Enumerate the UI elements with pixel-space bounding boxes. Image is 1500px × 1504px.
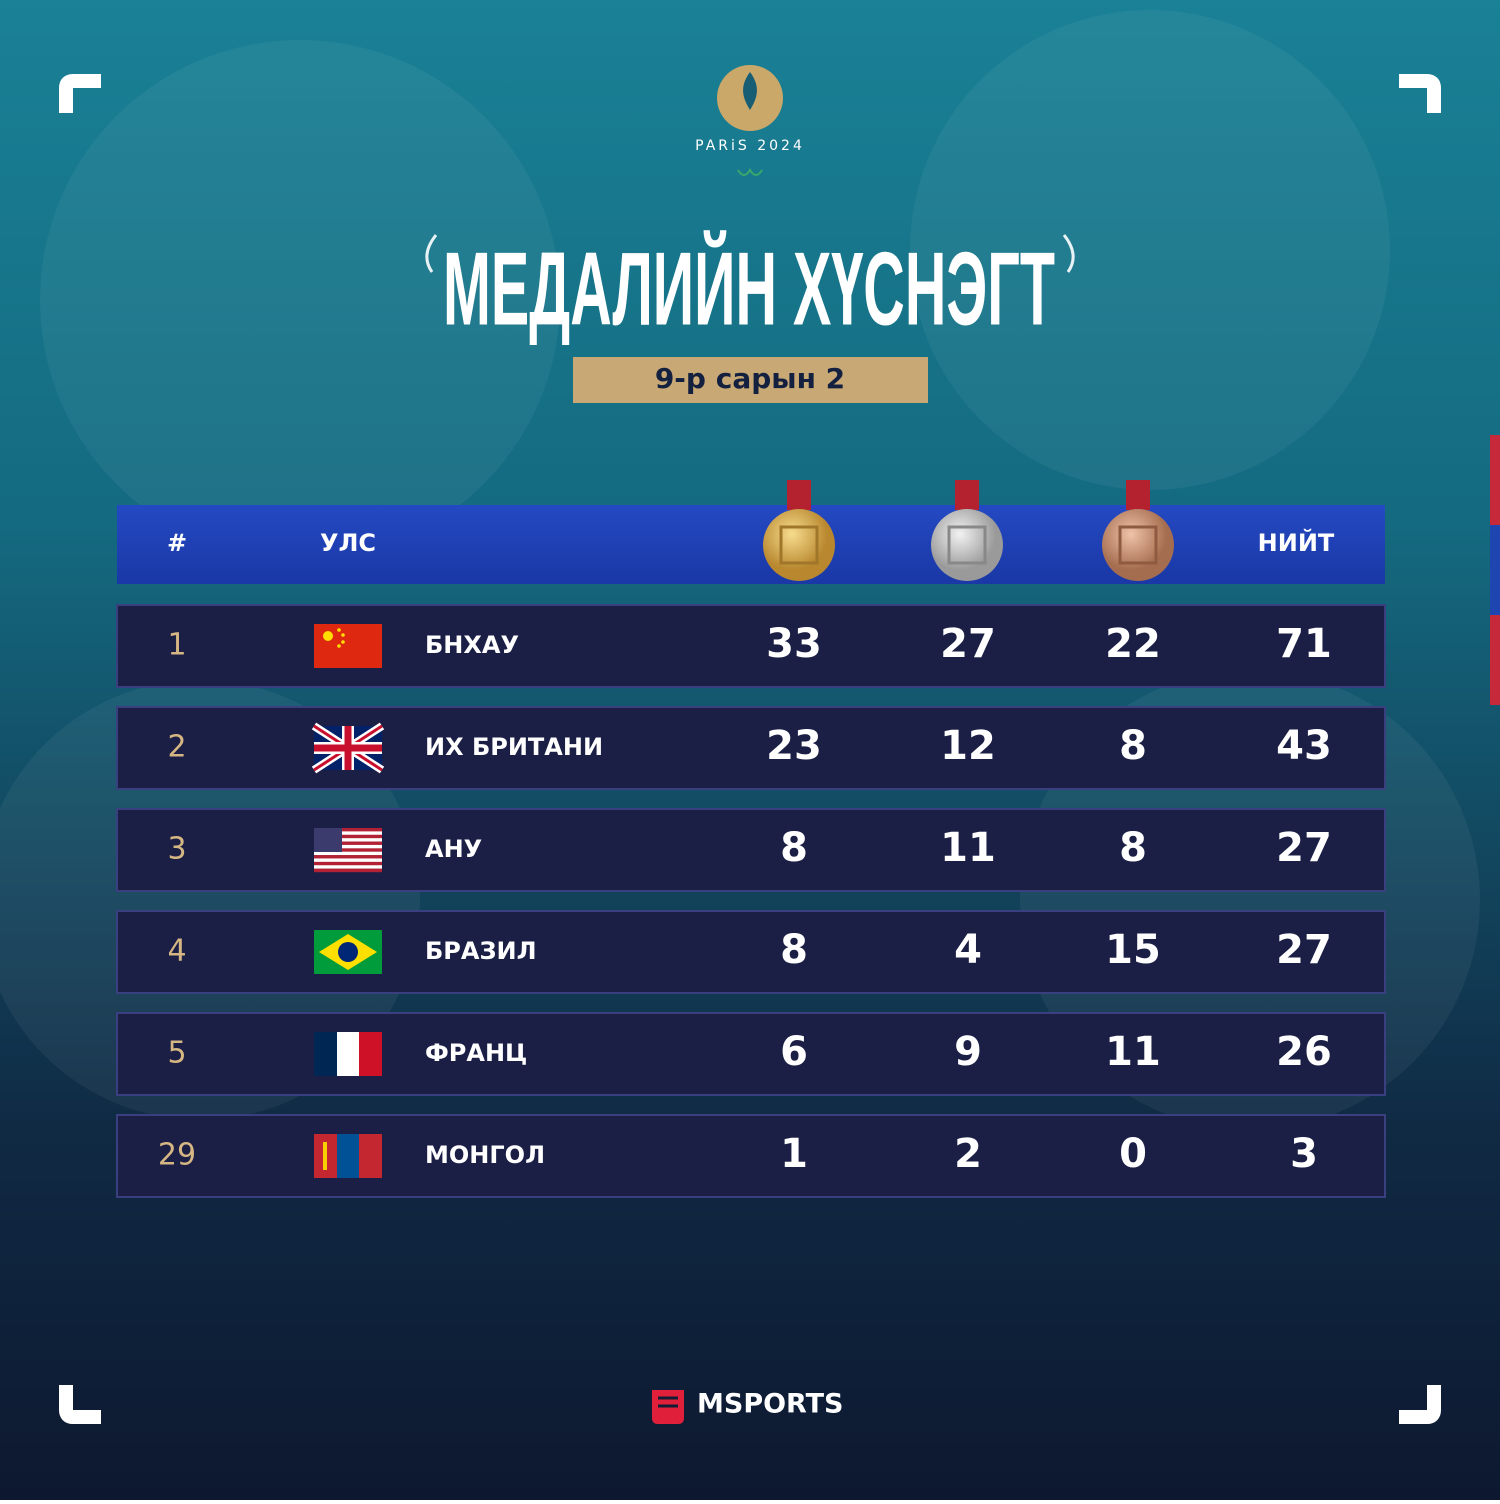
gold-count: 6 — [780, 1029, 808, 1075]
table-header — [117, 505, 1385, 584]
flag — [314, 624, 382, 668]
country-name: АНУ — [425, 835, 482, 863]
bronze-medal-icon — [1102, 480, 1174, 581]
total-count: 43 — [1276, 723, 1332, 769]
msports-logo: MSPORTS — [652, 1389, 844, 1424]
flag — [311, 722, 385, 774]
table-row — [116, 604, 1386, 688]
table-row — [116, 1114, 1386, 1198]
flag-cross — [314, 726, 382, 770]
bronze-count: 22 — [1105, 621, 1161, 667]
flag-stripe — [314, 831, 382, 835]
flag-stripe — [314, 838, 382, 842]
rank-header: # — [167, 529, 187, 557]
flag-star — [323, 631, 333, 641]
flag-stripe — [314, 844, 382, 849]
gold-count: 8 — [780, 927, 808, 973]
bronze-count: 8 — [1119, 825, 1147, 871]
brand: MSPORTS — [697, 1389, 844, 1420]
total-count: 26 — [1276, 1029, 1332, 1075]
flag-canton — [314, 828, 342, 852]
flag-stripe — [314, 834, 382, 839]
flag-star — [337, 644, 341, 648]
flag-stripe — [314, 1032, 337, 1076]
total-count: 27 — [1276, 825, 1332, 871]
rank: 3 — [167, 832, 186, 867]
country-name: БНХАУ — [425, 631, 519, 659]
flag-star — [341, 633, 345, 637]
logo-text: PARiS 2024 — [695, 138, 805, 154]
gold-count: 8 — [780, 825, 808, 871]
flag-star — [341, 640, 345, 644]
flag-stripe — [314, 861, 382, 866]
bronze-count: 0 — [1119, 1131, 1147, 1177]
flag-stripe — [359, 1134, 382, 1178]
date-box — [573, 357, 928, 403]
flag-stripe — [314, 855, 382, 859]
silver-count: 11 — [940, 825, 996, 871]
paris-logo: PARiS 2024 — [695, 65, 805, 176]
flag-stripe — [314, 848, 382, 852]
table-body: 1 БНХАУ 33 27 22 712 ИХ БРИТАНИ 23 12 8 433 АНУ 8 11 8… — [116, 604, 1386, 1198]
flag-stripe — [314, 841, 382, 846]
laurels — [425, 234, 1075, 273]
silver-count: 4 — [954, 927, 982, 973]
flag-stripe — [314, 865, 382, 869]
silver-count: 27 — [940, 621, 996, 667]
rank: 5 — [167, 1036, 186, 1071]
date: 9-р сарын 2 — [655, 362, 845, 395]
flag-stripe — [314, 858, 382, 863]
corner-brackets — [59, 74, 1441, 1424]
gold-count: 33 — [766, 621, 822, 667]
flag-globe — [338, 942, 358, 962]
gold-medal-icon — [763, 480, 835, 581]
total-count: 3 — [1290, 1131, 1318, 1177]
rank: 2 — [167, 730, 186, 765]
bronze-count: 11 — [1105, 1029, 1161, 1075]
country-header: УЛС — [320, 529, 376, 557]
flag-field — [314, 624, 382, 668]
total-count: 71 — [1276, 621, 1332, 667]
flag-stripe — [314, 868, 382, 873]
country-name: БРАЗИЛ — [425, 937, 537, 965]
flag-stripe — [314, 828, 382, 832]
country-name: ИХ БРИТАНИ — [425, 733, 603, 761]
table-row — [116, 1012, 1386, 1096]
table-row — [116, 910, 1386, 994]
flag-stripe — [359, 1032, 382, 1076]
flag — [314, 930, 382, 974]
silver-count: 9 — [954, 1029, 982, 1075]
flag — [314, 828, 382, 873]
bronze-count: 8 — [1119, 723, 1147, 769]
total-count: 27 — [1276, 927, 1332, 973]
title: МЕДАЛИЙН ХҮСНЭГТ — [443, 230, 1055, 347]
gold-count: 1 — [780, 1131, 808, 1177]
total-header: НИЙТ — [1258, 528, 1335, 557]
rank: 4 — [167, 934, 186, 969]
country-name: МОНГОЛ — [425, 1141, 545, 1169]
flag — [314, 1134, 382, 1178]
bronze-count: 15 — [1105, 927, 1161, 973]
flag-soyombo — [323, 1142, 327, 1170]
silver-count: 12 — [940, 723, 996, 769]
gold-count: 23 — [766, 723, 822, 769]
flag-star — [337, 628, 341, 632]
country-name: ФРАНЦ — [425, 1039, 527, 1067]
table-row — [116, 808, 1386, 892]
silver-count: 2 — [954, 1131, 982, 1177]
table-row — [116, 706, 1386, 790]
flag-stripe — [337, 1134, 359, 1178]
flag — [314, 1032, 382, 1076]
silver-medal-icon — [931, 480, 1003, 581]
flag-stripe — [337, 1032, 359, 1076]
side-stripe-blue — [1490, 525, 1500, 615]
rank: 29 — [158, 1138, 196, 1173]
flag-stripe — [314, 851, 382, 856]
rank: 1 — [167, 628, 186, 663]
